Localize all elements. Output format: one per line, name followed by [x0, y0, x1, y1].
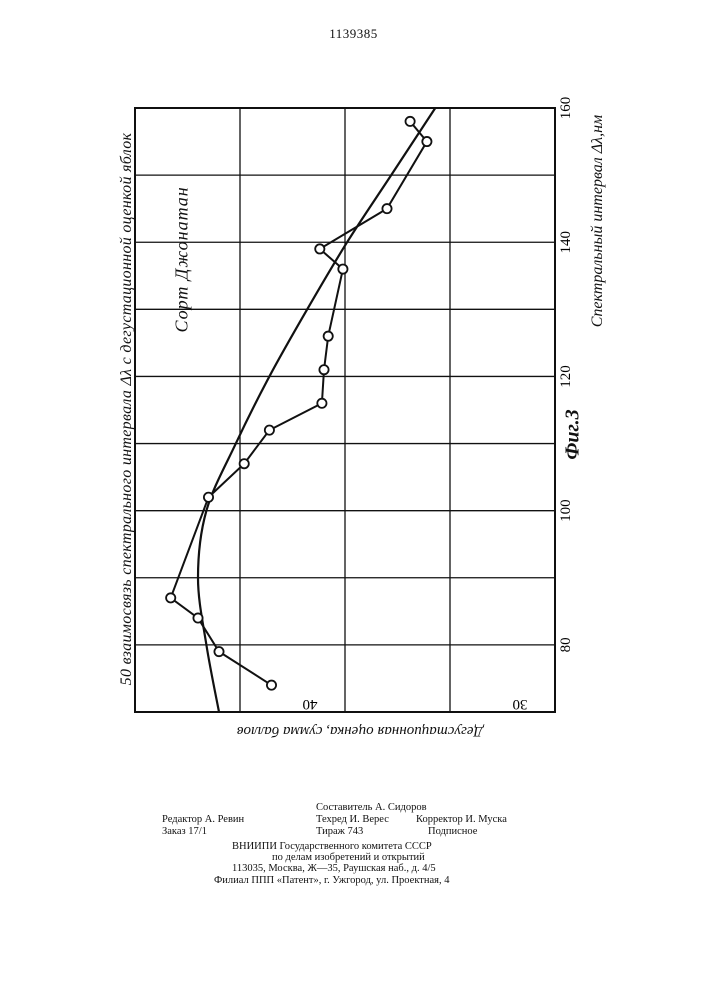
- x-tick-label: 80: [558, 637, 574, 652]
- x-tick-label: 120: [558, 365, 574, 388]
- address: 113035, Москва, Ж—35, Раушская наб., д. …: [232, 863, 436, 874]
- data-point-marker: [422, 137, 431, 146]
- org-line-1: ВНИИПИ Государственного комитета СССР: [232, 841, 432, 852]
- data-point-marker: [317, 399, 326, 408]
- order: Заказ 17/1: [162, 826, 207, 837]
- tech-editor: Техред И. Верес: [316, 814, 389, 825]
- figure-title-text: взаимосвязь спектрального интервала Δλ с…: [118, 133, 135, 665]
- variety-label: Сорт Джонатан: [172, 133, 193, 333]
- data-point-marker: [214, 647, 223, 656]
- figure-title: 50 взаимосвязь спектрального интервала Δ…: [118, 124, 136, 694]
- subscription: Подписное: [428, 826, 477, 837]
- data-point-marker: [319, 365, 328, 374]
- editor: Редактор А. Ревин: [162, 814, 244, 825]
- x-tick-label: 160: [558, 97, 574, 120]
- data-point-marker: [338, 264, 347, 273]
- figure-title-number: 50: [118, 669, 135, 686]
- chart-tick-labels: 80 100 120 140 160 40 30: [303, 97, 575, 712]
- data-point-marker: [315, 244, 324, 253]
- data-point-marker: [267, 681, 276, 690]
- corrector: Корректор И. Муска: [416, 814, 507, 825]
- y-tick-label: 40: [303, 696, 318, 712]
- data-point-marker: [193, 613, 202, 622]
- chart-series: [171, 108, 436, 712]
- org-line-2: по делам изобретений и открытий: [272, 852, 425, 863]
- circulation: Тираж 743: [316, 826, 363, 837]
- data-point-marker: [406, 117, 415, 126]
- x-tick-label: 100: [558, 499, 574, 521]
- compiler: Составитель А. Сидоров: [316, 802, 427, 813]
- chart-markers: [166, 117, 431, 690]
- data-point-marker: [166, 593, 175, 602]
- x-tick-label: 140: [558, 231, 574, 254]
- data-point-marker: [265, 426, 274, 435]
- data-point-marker: [324, 332, 333, 341]
- y-tick-label: 30: [513, 696, 528, 712]
- data-point-marker: [382, 204, 391, 213]
- data-point-marker: [240, 459, 249, 468]
- figure-number-label: Фиг.3: [562, 390, 585, 480]
- branch: Филиал ППП «Патент», г. Ужгород, ул. Про…: [214, 875, 449, 886]
- x-axis-label: Спектральный интервал Δλ,нм: [589, 91, 607, 351]
- data-point-marker: [204, 493, 213, 502]
- y-axis-label: Дегустационная оценка, сумма баллов: [160, 722, 560, 739]
- smooth-trend-line: [198, 108, 435, 712]
